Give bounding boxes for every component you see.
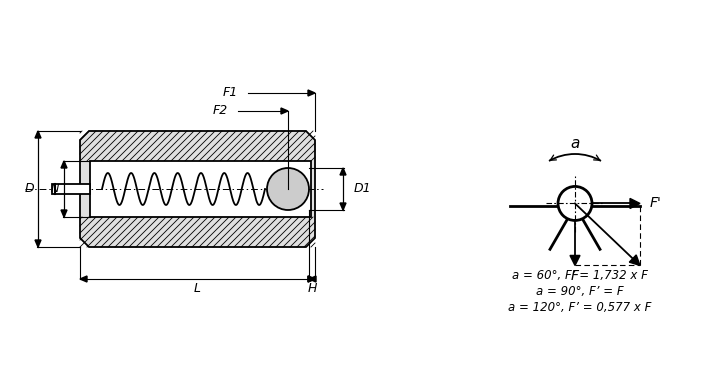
Text: a = 120°, F’ = 0,577 x F: a = 120°, F’ = 0,577 x F	[508, 301, 651, 314]
Polygon shape	[52, 184, 90, 194]
Text: D1: D1	[354, 182, 371, 195]
Polygon shape	[309, 276, 316, 282]
Text: a = 60°, F’ = 1,732 x F: a = 60°, F’ = 1,732 x F	[512, 270, 648, 283]
Polygon shape	[340, 168, 346, 175]
Text: F': F'	[650, 197, 662, 210]
Text: F1: F1	[222, 86, 238, 99]
Polygon shape	[61, 161, 67, 168]
Polygon shape	[80, 131, 315, 247]
Circle shape	[267, 168, 309, 210]
Text: F2: F2	[213, 104, 228, 118]
Polygon shape	[90, 161, 311, 217]
Polygon shape	[630, 199, 640, 209]
Polygon shape	[340, 203, 346, 210]
Polygon shape	[308, 90, 315, 96]
Polygon shape	[308, 276, 315, 282]
Text: N: N	[51, 184, 59, 194]
Polygon shape	[80, 276, 87, 282]
Text: F: F	[571, 270, 579, 283]
Polygon shape	[35, 240, 41, 247]
Circle shape	[558, 187, 592, 220]
Text: a: a	[570, 136, 579, 151]
Polygon shape	[630, 255, 640, 265]
Text: L: L	[194, 281, 201, 295]
Text: D: D	[24, 182, 34, 195]
Text: a = 90°, F’ = F: a = 90°, F’ = F	[537, 285, 624, 298]
Polygon shape	[308, 276, 315, 282]
Polygon shape	[35, 131, 41, 138]
Polygon shape	[61, 210, 67, 217]
Polygon shape	[281, 108, 288, 114]
Polygon shape	[570, 255, 580, 265]
Text: H: H	[308, 281, 317, 295]
